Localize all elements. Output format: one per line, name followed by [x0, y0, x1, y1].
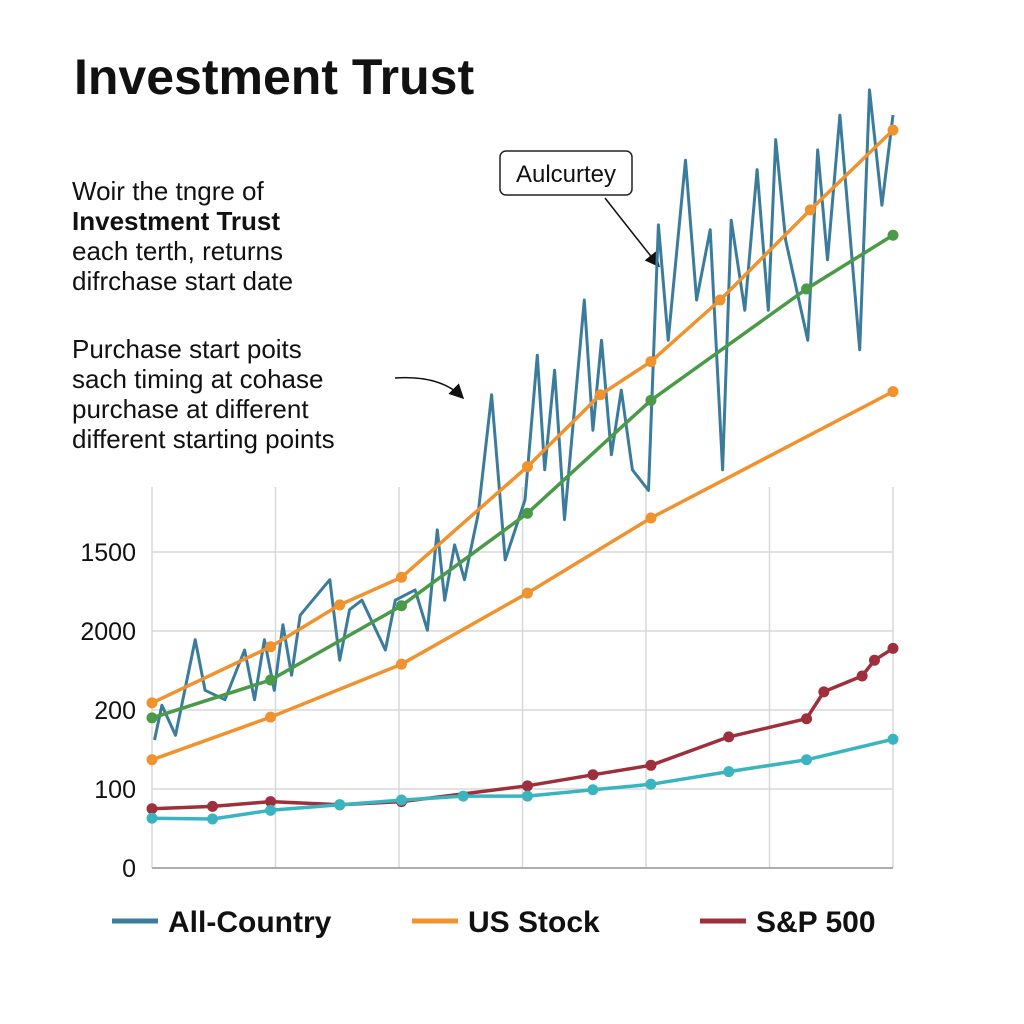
data-point: [334, 599, 346, 611]
data-point: [521, 461, 533, 473]
series-line: [151, 128, 895, 705]
data-point: [801, 713, 813, 725]
data-point: [146, 712, 158, 724]
annotation: Aulcurtey: [516, 161, 616, 188]
series-line: [151, 646, 894, 811]
data-point: [887, 229, 899, 241]
legend-label: US Stock: [468, 906, 600, 939]
text-line: Purchase start poits: [72, 334, 302, 364]
data-point: [395, 600, 407, 612]
data-point: [645, 759, 657, 771]
y-tick-label: 1500: [80, 539, 136, 567]
annotation-arrow: [604, 197, 660, 268]
data-point: [723, 766, 735, 778]
legend-label: S&P 500: [756, 906, 876, 939]
data-point: [207, 800, 219, 812]
text-line: Woir the tngre of: [72, 176, 265, 206]
data-point: [856, 670, 868, 682]
text-line: Investment Trust: [72, 206, 280, 236]
data-point: [207, 813, 219, 825]
data-point: [887, 642, 899, 654]
plot: [146, 88, 899, 825]
data-point: [265, 641, 277, 653]
data-point: [395, 794, 407, 806]
data-point: [146, 754, 158, 766]
text-line: sach timing at cohase: [72, 364, 323, 394]
text-line: each terth, returns: [72, 236, 283, 266]
data-point: [714, 294, 726, 306]
data-point: [265, 796, 277, 808]
data-point: [265, 804, 277, 816]
y-tick-label: 100: [94, 776, 136, 804]
data-point: [645, 356, 657, 368]
data-point: [887, 386, 899, 398]
legend-label: All-Country: [168, 906, 332, 939]
series-line: [153, 88, 895, 741]
data-point: [887, 124, 899, 136]
data-point: [645, 394, 657, 406]
data-point: [587, 769, 599, 781]
data-point: [521, 790, 533, 802]
data-point: [334, 799, 346, 811]
data-point: [521, 507, 533, 519]
legend: All-Country US Stock S&P 500: [112, 906, 876, 939]
data-point: [801, 754, 813, 766]
data-point: [521, 780, 533, 792]
data-point: [645, 778, 657, 790]
data-point: [521, 587, 533, 599]
data-point: [887, 733, 899, 745]
text-block-1: Woir the tngre of Investment Trust each …: [72, 176, 293, 296]
y-tick-label: 2000: [80, 618, 136, 646]
data-point: [395, 571, 407, 583]
y-tick-label: 0: [122, 855, 136, 883]
series-line: [151, 390, 894, 762]
annotation-arrow: [394, 376, 465, 400]
data-point: [645, 512, 657, 524]
text-line: difrchase start date: [72, 266, 293, 296]
data-point: [265, 711, 277, 723]
annotation-box: [499, 150, 633, 196]
data-point: [818, 686, 830, 698]
data-point: [804, 204, 816, 216]
data-point: [146, 812, 158, 824]
data-point: [801, 283, 813, 295]
text-line: purchase at different: [72, 394, 309, 424]
text-line: different starting points: [72, 424, 335, 454]
data-point: [265, 674, 277, 686]
data-point: [457, 790, 469, 802]
y-tick-label: 200: [94, 697, 136, 725]
text-block-2: Purchase start poits sach timing at coha…: [72, 334, 335, 454]
grid: 0 100 200 2000 1500: [80, 487, 894, 883]
data-point: [587, 784, 599, 796]
data-point: [146, 803, 158, 815]
chart-title: Investment Trust: [74, 49, 474, 105]
data-point: [868, 654, 880, 666]
data-point: [723, 731, 735, 743]
series-line: [151, 737, 894, 821]
data-point: [395, 658, 407, 670]
data-point: [594, 389, 606, 401]
data-point: [146, 697, 158, 709]
